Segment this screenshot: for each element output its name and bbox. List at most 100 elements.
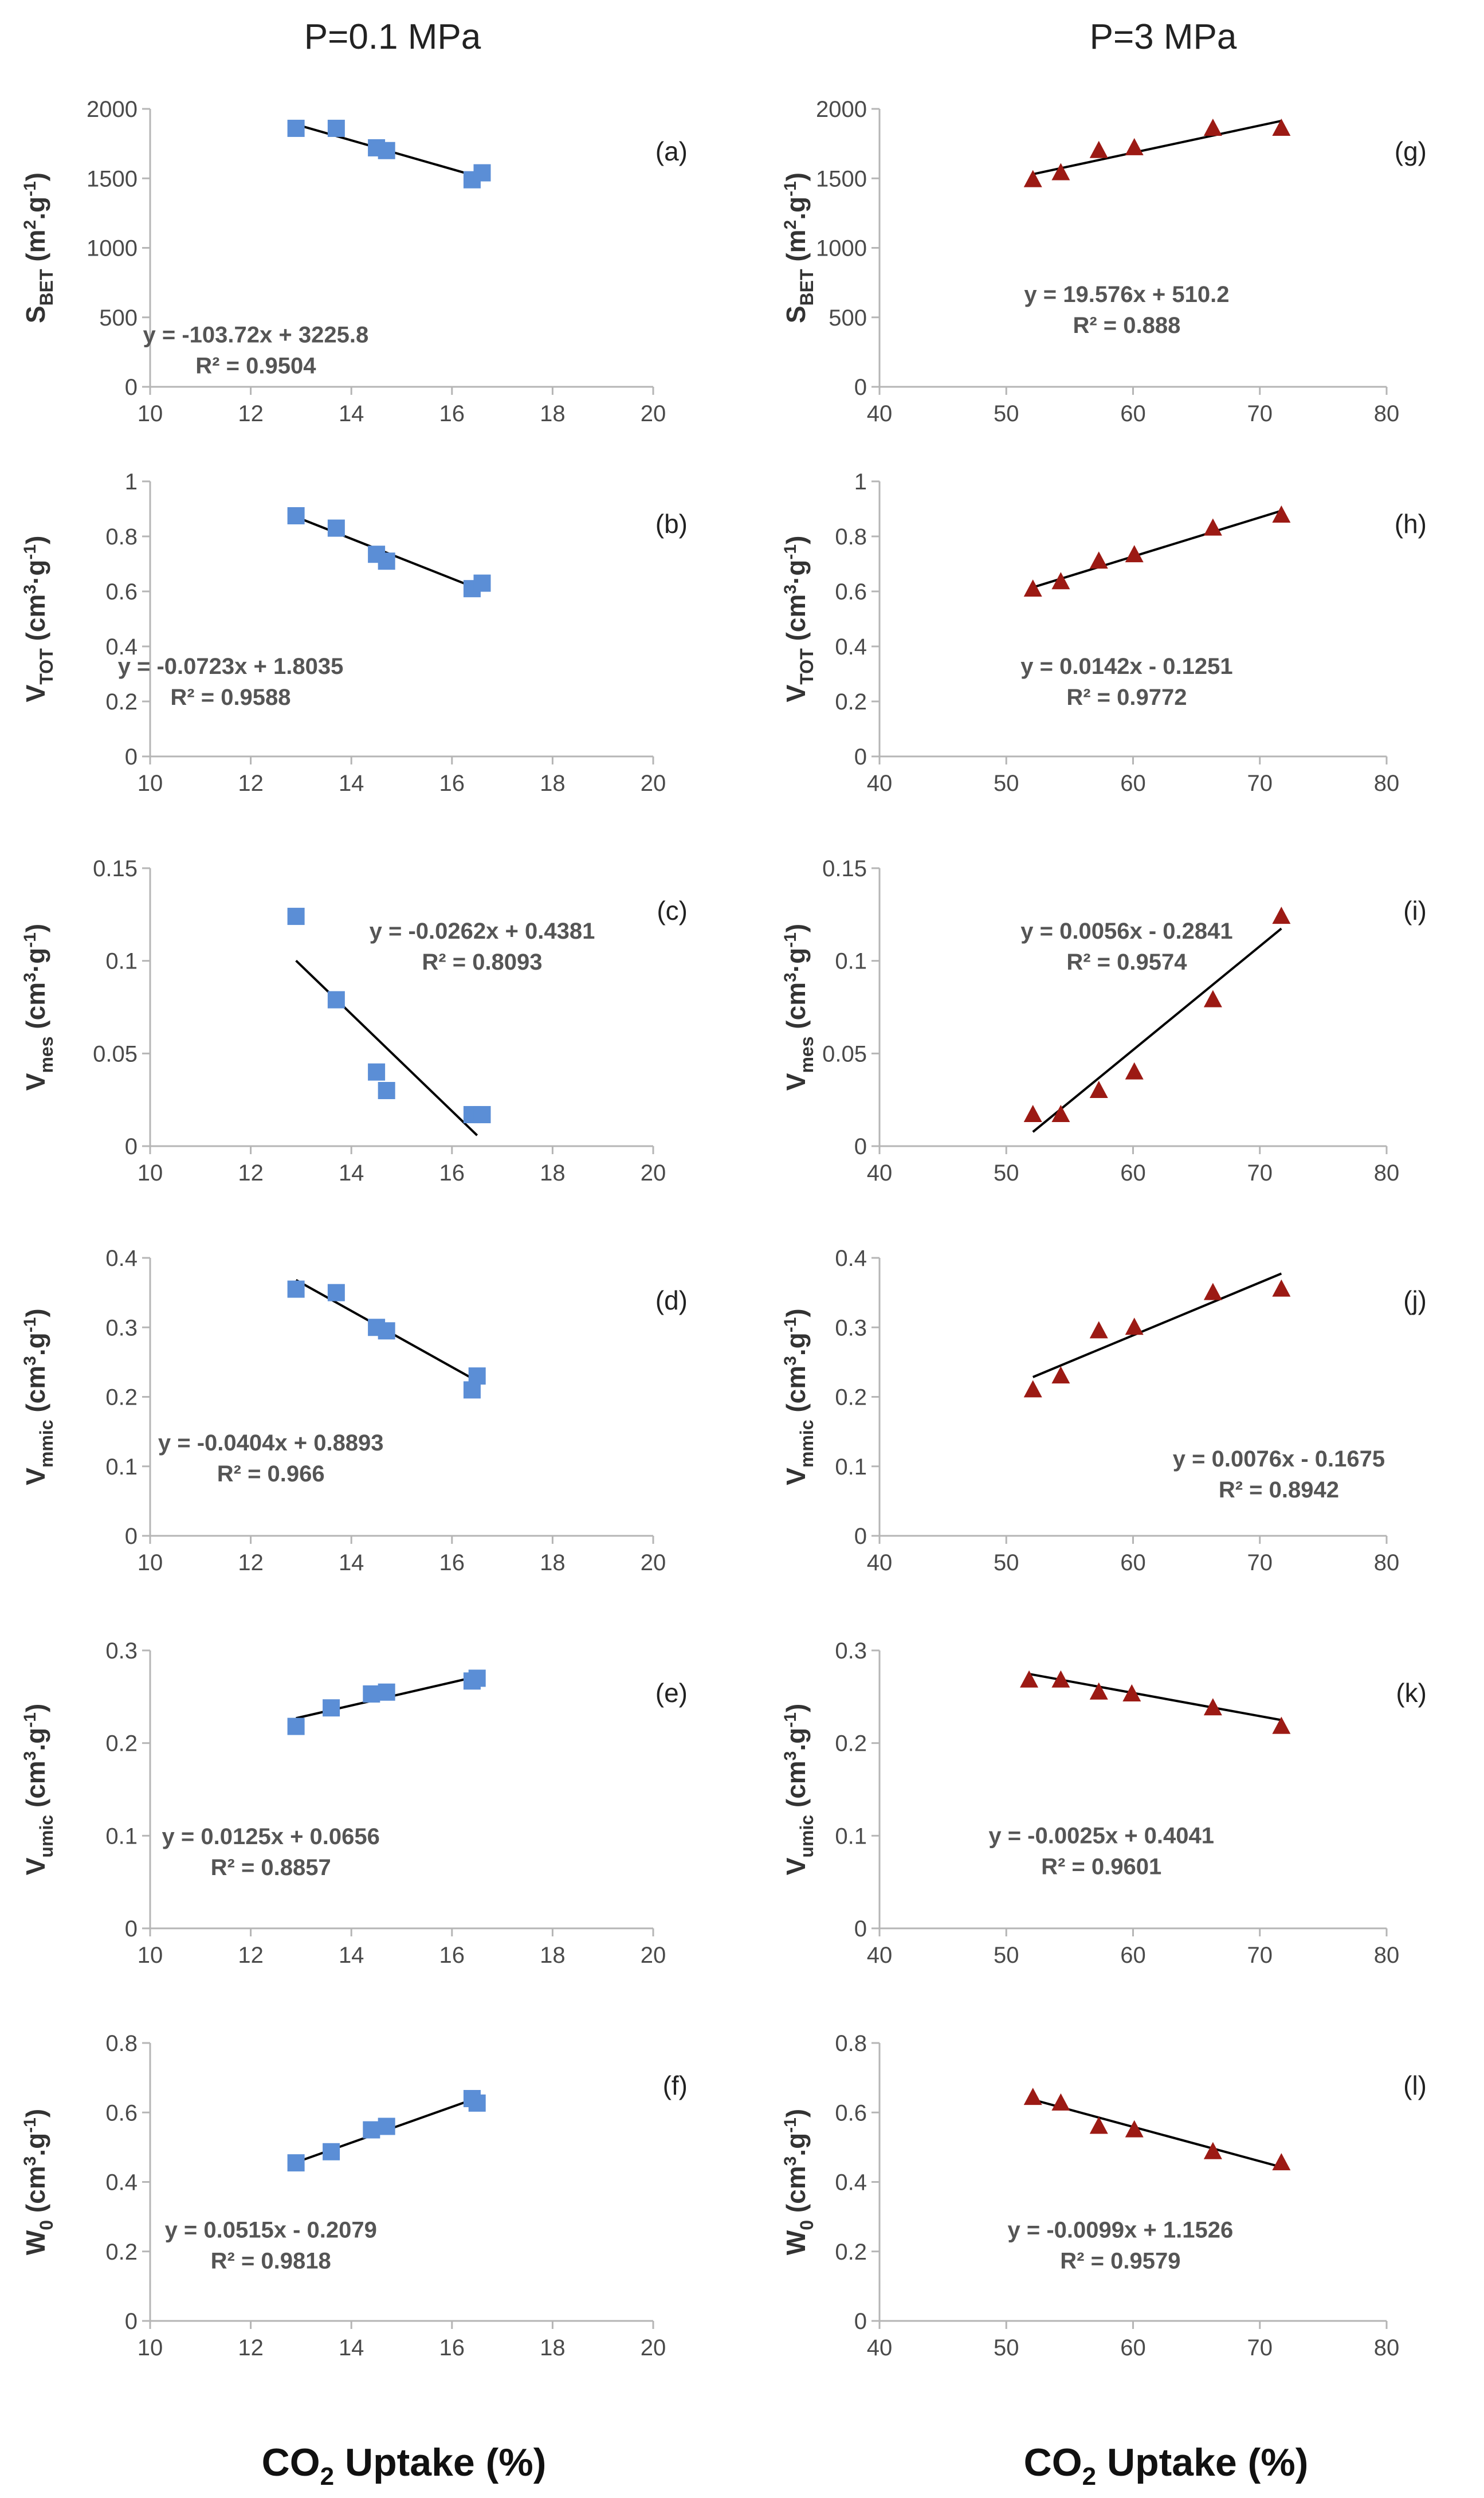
data-point <box>323 1699 340 1717</box>
data-point <box>1051 2093 1070 2111</box>
panel-label: (k) <box>1396 1678 1427 1708</box>
x-tick-label: 40 <box>867 1160 893 1186</box>
trendline <box>1032 1272 1282 1378</box>
x-tick-label: 14 <box>339 771 364 796</box>
y-tick-label: 0.1 <box>835 1823 867 1849</box>
y-tick-label: 0.05 <box>93 1041 138 1066</box>
x-tick-label: 80 <box>1374 2335 1400 2360</box>
data-point <box>327 991 345 1009</box>
data-point <box>363 2121 380 2139</box>
data-point <box>1023 1380 1042 1398</box>
data-point <box>1272 505 1291 523</box>
trendline <box>1028 1673 1282 1721</box>
y-tick-label: 0.6 <box>835 579 867 605</box>
r-squared: R² = 0.8857 <box>211 1855 331 1880</box>
data-point <box>378 1683 395 1701</box>
data-point <box>1089 140 1108 158</box>
data-point <box>1089 1081 1108 1098</box>
x-tick-label: 14 <box>339 401 364 426</box>
x-tick-label: 40 <box>867 771 893 796</box>
y-tick-label: 0.4 <box>105 2170 138 2195</box>
x-tick-label: 50 <box>994 1550 1019 1575</box>
x-tick-label: 20 <box>641 1943 666 1968</box>
y-tick-label: 1000 <box>87 236 138 261</box>
panel-label: (b) <box>655 509 688 539</box>
x-tick-label: 40 <box>867 1943 893 1968</box>
y-tick-label: 0 <box>125 744 138 770</box>
x-tick-label: 10 <box>138 1160 163 1186</box>
x-tick-label: 50 <box>994 771 1019 796</box>
y-tick-label: 1500 <box>87 166 138 191</box>
data-point <box>1203 1283 1222 1300</box>
y-tick-label: 0 <box>125 1134 138 1159</box>
trend-equation: y = -0.0404x + 0.8893 <box>158 1430 384 1456</box>
y-tick-label: 2000 <box>87 97 138 122</box>
trend-equation: y = 19.576x + 510.2 <box>1024 282 1229 307</box>
y-axis-label: VTOT (cm3·g-1) <box>21 536 57 703</box>
x-tick-label: 60 <box>1120 1160 1146 1186</box>
x-tick-label: 40 <box>867 401 893 426</box>
y-tick-label: 0 <box>125 2309 138 2334</box>
panel-label: (h) <box>1395 509 1427 539</box>
x-tick-label: 16 <box>439 2335 465 2360</box>
y-tick-label: 0.2 <box>105 2240 138 2265</box>
data-point <box>1051 1670 1070 1688</box>
data-point <box>1125 138 1144 155</box>
r-squared: R² = 0.888 <box>1073 313 1180 338</box>
data-point <box>1125 2120 1144 2138</box>
y-tick-label: 0.1 <box>835 1454 867 1480</box>
y-tick-label: 0.1 <box>105 1454 138 1480</box>
y-tick-label: 0 <box>125 375 138 400</box>
x-tick-label: 60 <box>1120 2335 1146 2360</box>
x-tick-label: 60 <box>1120 1943 1146 1968</box>
data-point <box>1023 170 1042 187</box>
x-tick-label: 70 <box>1247 1550 1273 1575</box>
y-tick-label: 0 <box>854 2309 867 2334</box>
data-point <box>1023 1105 1042 1123</box>
x-tick-label: 50 <box>994 2335 1019 2360</box>
panel-label: (a) <box>655 136 688 166</box>
y-tick-label: 500 <box>829 305 867 331</box>
y-tick-label: 0 <box>125 1524 138 1549</box>
x-tick-label: 16 <box>439 1160 465 1186</box>
x-tick-label: 10 <box>138 1550 163 1575</box>
x-tick-label: 16 <box>439 1943 465 1968</box>
x-tick-label: 50 <box>994 401 1019 426</box>
data-point <box>473 574 491 592</box>
y-tick-label: 0.4 <box>835 634 867 660</box>
r-squared: R² = 0.9818 <box>211 2249 331 2274</box>
x-tick-label: 18 <box>540 2335 566 2360</box>
r-squared: R² = 0.9579 <box>1060 2249 1180 2274</box>
x-tick-label: 70 <box>1247 1160 1273 1186</box>
panel-label: (i) <box>1403 896 1427 926</box>
panel-label: (g) <box>1395 136 1427 166</box>
data-point <box>368 1063 386 1081</box>
y-axis-label: Vumic (cm3.g-1) <box>21 1704 57 1876</box>
x-tick-label: 20 <box>641 2335 666 2360</box>
data-point <box>468 1669 486 1687</box>
y-tick-label: 0.8 <box>835 524 867 550</box>
left-column-title: P=0.1 MPa <box>304 17 481 57</box>
panel-d: 0 0.1 0.2 0.3 0.4 10 12 14 16 18 20 y = -0.0404x + … <box>21 1246 688 1575</box>
y-tick-label: 0.2 <box>105 689 138 715</box>
y-tick-label: 0.8 <box>105 524 138 550</box>
x-tick-label: 10 <box>138 771 163 796</box>
y-tick-label: 0.8 <box>835 2031 867 2056</box>
x-tick-label: 16 <box>439 401 465 426</box>
data-point <box>1023 579 1042 597</box>
panel-label: (d) <box>655 1285 688 1315</box>
x-tick-label: 12 <box>238 1550 264 1575</box>
y-axis-label: Vmmic (cm3.g-1) <box>21 1308 57 1485</box>
y-tick-label: 0.05 <box>822 1041 867 1066</box>
trend-equation: y = 0.0125x + 0.0656 <box>162 1824 380 1849</box>
x-tick-label: 80 <box>1374 1943 1400 1968</box>
data-point <box>1203 118 1222 136</box>
data-point <box>1051 1105 1070 1123</box>
y-tick-label: 0.2 <box>835 2240 867 2265</box>
x-tick-label: 16 <box>439 1550 465 1575</box>
y-tick-label: 0.1 <box>105 1823 138 1849</box>
y-tick-label: 0.4 <box>105 634 138 660</box>
x-tick-label: 20 <box>641 1160 666 1186</box>
x-tick-label: 12 <box>238 2335 264 2360</box>
y-tick-label: 0.4 <box>835 2170 867 2195</box>
